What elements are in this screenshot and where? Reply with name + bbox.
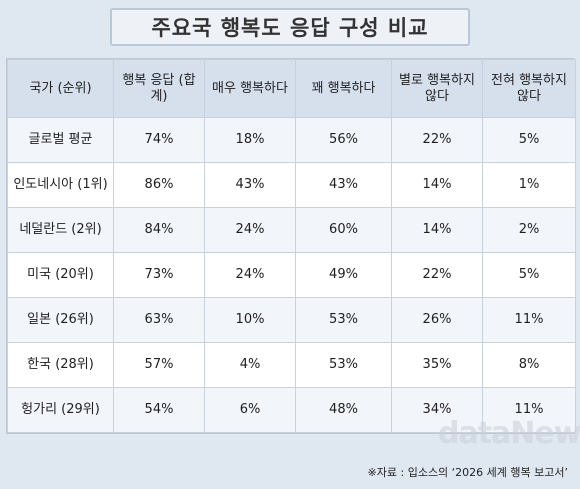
header-not-very-happy: 별로 행복하지 않다 bbox=[391, 59, 483, 118]
not-very-happy-cell: 34% bbox=[391, 387, 483, 433]
country-cell: 네덜란드 (2위) bbox=[7, 207, 114, 253]
fairly-happy-cell: 53% bbox=[295, 297, 392, 343]
not-happy-at-all-cell: 5% bbox=[482, 117, 576, 163]
header-country: 국가 (순위) bbox=[7, 59, 114, 118]
not-happy-at-all-cell: 2% bbox=[482, 207, 576, 253]
country-cell: 인도네시아 (1위) bbox=[7, 162, 114, 208]
very-happy-cell: 24% bbox=[204, 252, 296, 298]
not-happy-at-all-cell: 5% bbox=[482, 252, 576, 298]
country-cell: 미국 (20위) bbox=[7, 252, 114, 298]
fairly-happy-cell: 60% bbox=[295, 207, 392, 253]
header-fairly-happy: 꽤 행복하다 bbox=[295, 59, 392, 118]
happy-total-cell: 84% bbox=[113, 207, 205, 253]
very-happy-cell: 4% bbox=[204, 342, 296, 388]
country-cell: 한국 (28위) bbox=[7, 342, 114, 388]
fairly-happy-cell: 56% bbox=[295, 117, 392, 163]
not-happy-at-all-cell: 1% bbox=[482, 162, 576, 208]
country-cell: 글로벌 평균 bbox=[7, 117, 114, 163]
comparison-table: 국가 (순위) 행복 응답 (합계) 매우 행복하다 꽤 행복하다 별로 행복하… bbox=[6, 58, 576, 434]
table-header-row: 국가 (순위) 행복 응답 (합계) 매우 행복하다 꽤 행복하다 별로 행복하… bbox=[7, 59, 576, 118]
country-cell: 헝가리 (29위) bbox=[7, 387, 114, 433]
very-happy-cell: 18% bbox=[204, 117, 296, 163]
not-very-happy-cell: 14% bbox=[391, 207, 483, 253]
not-very-happy-cell: 22% bbox=[391, 252, 483, 298]
page-title-text: 주요국 행복도 응답 구성 비교 bbox=[151, 16, 429, 40]
header-happy-total: 행복 응답 (합계) bbox=[113, 59, 205, 118]
very-happy-cell: 10% bbox=[204, 297, 296, 343]
happy-total-cell: 54% bbox=[113, 387, 205, 433]
table-row: 글로벌 평균 74% 18% 56% 22% 5% bbox=[7, 117, 576, 163]
happy-total-cell: 74% bbox=[113, 117, 205, 163]
header-very-happy: 매우 행복하다 bbox=[204, 59, 296, 118]
fairly-happy-cell: 49% bbox=[295, 252, 392, 298]
page-title: 주요국 행복도 응답 구성 비교 bbox=[110, 8, 470, 46]
happy-total-cell: 73% bbox=[113, 252, 205, 298]
table-row: 한국 (28위) 57% 4% 53% 35% 8% bbox=[7, 342, 576, 388]
not-very-happy-cell: 26% bbox=[391, 297, 483, 343]
not-happy-at-all-cell: 8% bbox=[482, 342, 576, 388]
happy-total-cell: 86% bbox=[113, 162, 205, 208]
fairly-happy-cell: 53% bbox=[295, 342, 392, 388]
fairly-happy-cell: 43% bbox=[295, 162, 392, 208]
table-row: 네덜란드 (2위) 84% 24% 60% 14% 2% bbox=[7, 207, 576, 253]
header-not-happy-at-all: 전혀 행복하지 않다 bbox=[482, 59, 576, 118]
not-very-happy-cell: 14% bbox=[391, 162, 483, 208]
table-row: 인도네시아 (1위) 86% 43% 43% 14% 1% bbox=[7, 162, 576, 208]
table-row: 미국 (20위) 73% 24% 49% 22% 5% bbox=[7, 252, 576, 298]
country-cell: 일본 (26위) bbox=[7, 297, 114, 343]
not-happy-at-all-cell: 11% bbox=[482, 387, 576, 433]
not-happy-at-all-cell: 11% bbox=[482, 297, 576, 343]
very-happy-cell: 6% bbox=[204, 387, 296, 433]
not-very-happy-cell: 22% bbox=[391, 117, 483, 163]
very-happy-cell: 24% bbox=[204, 207, 296, 253]
happy-total-cell: 57% bbox=[113, 342, 205, 388]
source-note: ※자료 : 입소스의 ‘2026 세계 행복 보고서’ bbox=[367, 466, 568, 479]
happy-total-cell: 63% bbox=[113, 297, 205, 343]
table-row: 헝가리 (29위) 54% 6% 48% 34% 11% bbox=[7, 387, 576, 433]
fairly-happy-cell: 48% bbox=[295, 387, 392, 433]
table-row: 일본 (26위) 63% 10% 53% 26% 11% bbox=[7, 297, 576, 343]
very-happy-cell: 43% bbox=[204, 162, 296, 208]
not-very-happy-cell: 35% bbox=[391, 342, 483, 388]
